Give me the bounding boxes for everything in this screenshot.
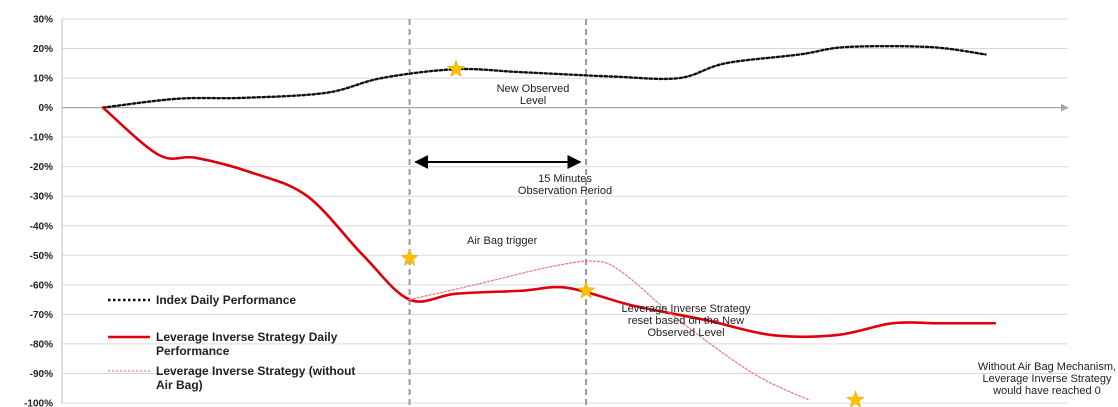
y-tick-label: -70% bbox=[30, 310, 53, 321]
annotation-new-observed-level: Level bbox=[520, 95, 546, 107]
y-tick-label: -50% bbox=[30, 251, 53, 262]
legend-strategy-label: Performance bbox=[156, 344, 230, 358]
star-marker bbox=[576, 281, 596, 299]
annotation-without-air-bag: Without Air Bag Mechanism, bbox=[978, 361, 1116, 373]
star-marker bbox=[846, 390, 865, 407]
y-tick-label: -100% bbox=[24, 399, 53, 407]
y-tick-label: -40% bbox=[30, 221, 53, 232]
annotation-reset: Observed Level bbox=[647, 327, 724, 339]
y-tick-label: -10% bbox=[30, 133, 53, 144]
strategy-without-airbag-line bbox=[408, 260, 810, 401]
y-tick-label: 0% bbox=[39, 103, 54, 114]
annotation-observation-period: Observation Period bbox=[518, 185, 612, 197]
annotation-without-air-bag: would have reached 0 bbox=[992, 385, 1101, 397]
star-marker bbox=[446, 59, 466, 78]
legend-strategy-label: Leverage Inverse Strategy Daily bbox=[156, 330, 338, 344]
y-tick-label: -90% bbox=[30, 369, 53, 380]
y-tick-label: 20% bbox=[33, 44, 53, 55]
y-tick-label: -20% bbox=[30, 162, 53, 173]
annotation-reset: reset based on the New bbox=[628, 315, 744, 327]
annotation-air-bag-trigger: Air Bag trigger bbox=[467, 235, 538, 247]
annotation-observation-period: 15 Minutes bbox=[538, 173, 592, 185]
legend-index-label: Index Daily Performance bbox=[156, 293, 296, 307]
legend-strategy-without-airbag-label: Leverage Inverse Strategy (without bbox=[156, 364, 355, 378]
y-tick-label: -30% bbox=[30, 192, 53, 203]
star-marker bbox=[400, 248, 419, 267]
y-tick-label: -60% bbox=[30, 280, 53, 291]
y-tick-label: 10% bbox=[33, 74, 53, 85]
annotation-without-air-bag: Leverage Inverse Strategy bbox=[982, 373, 1112, 385]
annotation-new-observed-level: New Observed bbox=[497, 83, 570, 95]
strategy-performance-line bbox=[101, 106, 997, 339]
y-tick-label: 30% bbox=[33, 15, 53, 26]
legend-strategy-without-airbag-label: Air Bag) bbox=[156, 378, 203, 392]
annotation-reset: Leverage Inverse Strategy bbox=[621, 303, 751, 315]
y-tick-label: -80% bbox=[30, 339, 53, 350]
index-performance-line bbox=[101, 44, 987, 109]
